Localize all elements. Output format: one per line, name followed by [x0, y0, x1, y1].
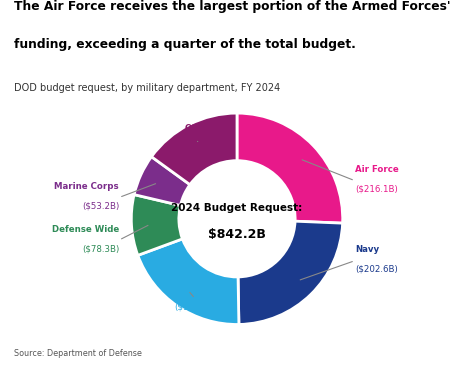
- Text: Army: Army: [182, 283, 208, 292]
- Text: ($126.4B): ($126.4B): [178, 143, 220, 152]
- Wedge shape: [138, 239, 239, 325]
- Wedge shape: [134, 157, 190, 205]
- Text: ($53.2B): ($53.2B): [82, 202, 119, 211]
- Text: ($165.6B): ($165.6B): [174, 303, 217, 312]
- Text: ($78.3B): ($78.3B): [82, 244, 119, 253]
- Text: ($216.1B): ($216.1B): [355, 185, 398, 194]
- Text: 2024 Budget Request:: 2024 Budget Request:: [172, 203, 302, 213]
- Wedge shape: [152, 113, 237, 185]
- Text: The Air Force receives the largest portion of the Armed Forces': The Air Force receives the largest porti…: [14, 0, 451, 13]
- Wedge shape: [238, 221, 343, 325]
- Wedge shape: [237, 113, 343, 223]
- Text: Defense Wide: Defense Wide: [52, 225, 119, 234]
- Text: ($202.6B): ($202.6B): [355, 265, 398, 274]
- Text: DOD budget request, by military department, FY 2024: DOD budget request, by military departme…: [14, 83, 281, 93]
- Text: Marine Corps: Marine Corps: [55, 182, 119, 191]
- Text: $842.2B: $842.2B: [208, 228, 266, 241]
- Text: Other: Other: [185, 123, 213, 132]
- Text: Source: Department of Defense: Source: Department of Defense: [14, 349, 142, 358]
- Text: Navy: Navy: [355, 245, 379, 254]
- Text: funding, exceeding a quarter of the total budget.: funding, exceeding a quarter of the tota…: [14, 39, 356, 51]
- Wedge shape: [131, 194, 182, 255]
- Text: Air Force: Air Force: [355, 165, 399, 174]
